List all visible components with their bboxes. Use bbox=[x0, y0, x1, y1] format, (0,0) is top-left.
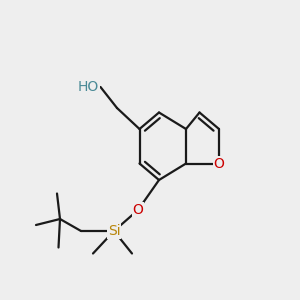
Text: HO: HO bbox=[78, 80, 99, 94]
Text: O: O bbox=[133, 203, 143, 217]
Text: Si: Si bbox=[108, 224, 120, 238]
Text: O: O bbox=[214, 157, 224, 170]
